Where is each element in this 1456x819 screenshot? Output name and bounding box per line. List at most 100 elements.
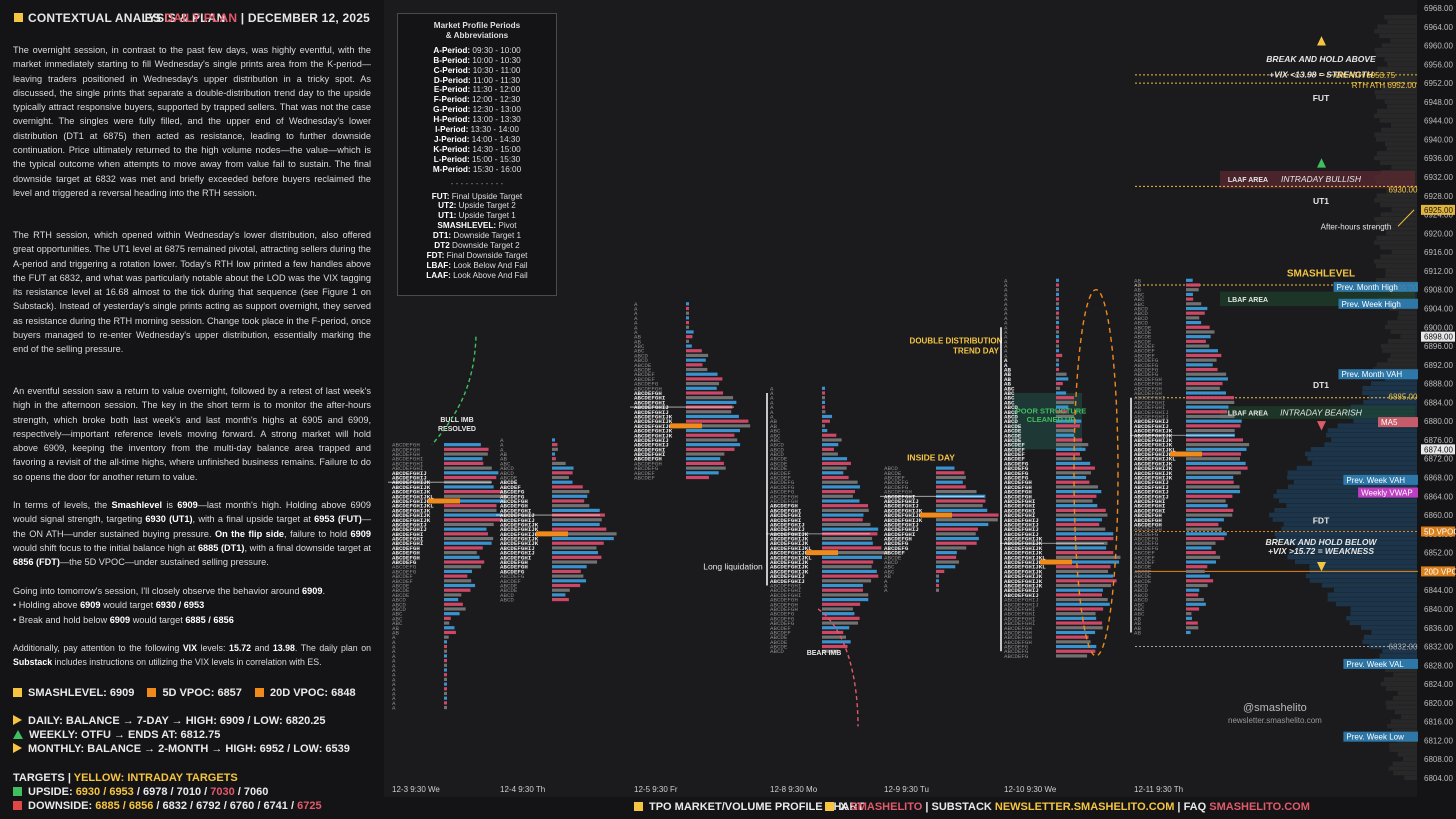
tpo-letters: ABC <box>500 460 511 467</box>
footer-substack-link[interactable]: NEWSLETTER.SMASHELITO.COM <box>994 801 1175 813</box>
tpo-letters: ABCDEFGHIJ <box>1134 423 1169 430</box>
tpo-letters: ABC <box>1134 606 1145 613</box>
tpo-letters: ABCDEFGH <box>884 536 912 543</box>
volume-bar <box>1186 607 1200 611</box>
upside-rest: / 6978 / 7010 / <box>133 786 211 798</box>
annot-trend-day: TREND DAY <box>953 347 1000 356</box>
bull-imb-curve <box>431 336 477 446</box>
tpo-letters: AB <box>1134 615 1141 622</box>
volume-bar <box>444 443 481 447</box>
brand-newsletter: newsletter.smashelito.com <box>1228 716 1322 725</box>
tpo-letters: ABCDEFGHIJ <box>884 498 919 505</box>
tpo-letters: ABCDEFGH <box>392 550 420 557</box>
tpo-letters: ABCDEF <box>392 578 413 585</box>
tpo-letters: ABCDEFGH <box>1004 489 1032 496</box>
volume-bar <box>1186 593 1199 597</box>
poc-bar <box>920 512 952 518</box>
footer-square-icon <box>825 802 834 811</box>
volume-bar <box>444 691 447 696</box>
composite-volume-bar <box>1385 141 1417 147</box>
tpo-letters: A <box>634 305 638 312</box>
mp-abbrev-row: DT1: Downside Target 1 <box>398 231 556 241</box>
volume-bar <box>1056 344 1059 348</box>
composite-volume-bar <box>1374 71 1417 76</box>
volume-bar <box>444 574 468 578</box>
mp-divider: - - - - - - - - - - - <box>450 178 504 188</box>
composite-volume-bar <box>1393 672 1417 677</box>
upside-end: / 7060 <box>234 786 269 798</box>
tpo-letters: ABCDE <box>884 470 902 477</box>
volume-bar <box>1186 386 1220 390</box>
tpo-letters: ABCD <box>1134 592 1148 599</box>
tpo-letters: ABCDEFGHIJKL <box>392 493 434 500</box>
tpo-letters: AB <box>1134 620 1141 627</box>
volume-bar <box>686 438 738 442</box>
volume-bar <box>686 447 735 451</box>
volume-bar <box>552 504 590 508</box>
volume-bar <box>936 485 966 489</box>
volume-bar <box>822 513 864 517</box>
y-tick-label: 6880.00 <box>1424 417 1453 426</box>
mp-period-row: H-Period: 13:00 - 13:30 <box>398 115 556 125</box>
composite-volume-bar <box>1397 315 1417 320</box>
volume-bar <box>1056 372 1067 376</box>
tpo-letters: A <box>1004 305 1008 312</box>
volume-bar <box>1186 513 1233 517</box>
tpo-letters: ABCD <box>392 597 406 604</box>
tpo-letters: ABCDEFGHIJKL <box>770 550 812 557</box>
mp-abbrevs-list: FUT: Final Upside Target UT2: Upside Targ… <box>398 192 556 281</box>
footer-bar: TPO MARKET/VOLUME PROFILE CHART X SMASHE… <box>384 797 1456 819</box>
tpo-letters: ABC <box>1004 399 1015 406</box>
volume-bar <box>822 396 825 400</box>
tpo-letters: ABCDEFGH <box>770 606 798 613</box>
volume-bar <box>686 461 724 466</box>
volume-bar <box>1186 522 1219 527</box>
tpo-letters: ABC <box>1004 395 1015 402</box>
mp-abbrev-key: UT1: <box>438 211 457 221</box>
vx-t2: levels: <box>197 643 230 653</box>
tpo-letters: ABCDEFGHIJKL <box>1134 456 1176 463</box>
tpo-letters: ABCDE <box>1004 437 1022 444</box>
tpo-letters: A <box>634 301 638 308</box>
y-tick-label: 6936.00 <box>1424 154 1453 163</box>
tpo-letters: ABCDE <box>500 583 518 590</box>
y-tick-label: 6872.00 <box>1424 455 1453 464</box>
tpo-letters: ABCD <box>1134 587 1148 594</box>
volume-bar <box>936 536 979 541</box>
composite-volume-bar <box>1387 339 1417 344</box>
volume-bar <box>444 551 477 555</box>
volume-bar <box>1186 471 1241 475</box>
tpo-session: AAAAAAAABABABCABCABCABCDABCDABCDABCDEABC… <box>766 385 888 655</box>
footer-faq-link[interactable]: SMASHELITO.COM <box>1209 801 1310 813</box>
trend-daily-text: DAILY: BALANCE → 7-DAY → HIGH: 6909 / LO… <box>28 715 326 727</box>
tpo-letters: ABCDEFGHIJKL <box>1004 564 1046 571</box>
volume-bar <box>686 330 694 334</box>
volume-bar <box>822 644 848 649</box>
volume-bar <box>552 452 555 456</box>
composite-volume-bar <box>1390 38 1417 43</box>
volume-bar <box>686 302 689 306</box>
tpo-letters: ABCDEFGHIJ <box>500 512 535 519</box>
volume-bar <box>686 400 737 404</box>
up-arrow-icon <box>1317 36 1326 46</box>
analysis-panel: CONTEXTUAL ANALYSIS & PLAN ES DAILY PLAN… <box>0 0 384 819</box>
volume-bar <box>1056 316 1059 320</box>
volume-bar <box>1056 414 1075 419</box>
composite-volume-bar <box>1390 329 1417 335</box>
volume-bar <box>1186 574 1210 578</box>
lv-b2: 6909 <box>177 500 198 510</box>
annot-fdt: FDT <box>1313 516 1330 526</box>
tpo-letters: ABCDEFGHIJ <box>392 475 427 482</box>
upside-yellow: 6930 / 6953 <box>75 786 134 798</box>
tpo-letters: ABC <box>770 437 781 444</box>
footer-x-handle[interactable]: SMASHELITO <box>850 801 923 813</box>
tpo-letters: ABCDEFGHI <box>770 517 802 524</box>
volume-bar <box>444 518 502 522</box>
volume-bar <box>686 306 689 311</box>
composite-volume-bar <box>1385 268 1417 273</box>
composite-volume-bar <box>1376 362 1417 367</box>
volume-bar <box>686 316 689 320</box>
annot-bear-imb: BEAR IMB <box>807 650 842 657</box>
tpo-letters: A <box>392 676 396 683</box>
mp-abbrev-row: UT2: Upside Target 2 <box>398 201 556 211</box>
